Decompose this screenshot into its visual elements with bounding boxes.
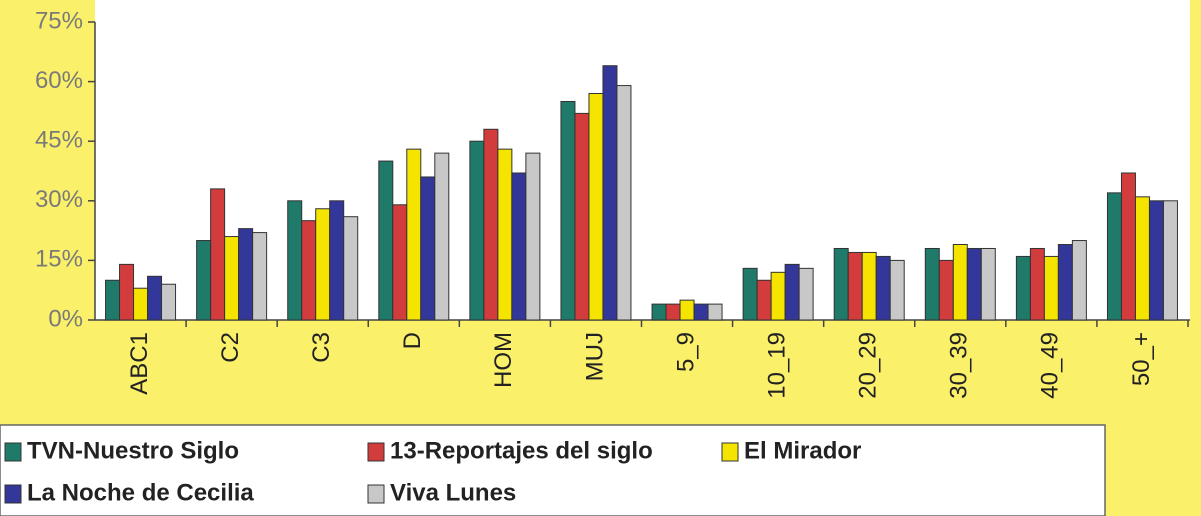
bar bbox=[119, 263, 135, 321]
bar bbox=[315, 208, 331, 321]
bar bbox=[1106, 192, 1122, 321]
bar bbox=[392, 204, 408, 321]
bar bbox=[875, 255, 891, 321]
bar bbox=[756, 279, 772, 321]
bar bbox=[616, 85, 632, 321]
bar bbox=[798, 267, 814, 321]
bar bbox=[1015, 255, 1031, 321]
bar bbox=[238, 228, 254, 321]
x-tick-label: C2 bbox=[217, 332, 244, 363]
y-tick-label: 60% bbox=[35, 67, 83, 94]
bar bbox=[602, 65, 618, 321]
y-tick-label: 0% bbox=[48, 305, 83, 332]
bar bbox=[329, 200, 345, 321]
bar bbox=[133, 287, 149, 321]
x-tick-label: HOM bbox=[490, 332, 517, 388]
bar bbox=[574, 112, 590, 321]
x-tick-label: 5_9 bbox=[672, 332, 699, 372]
bar bbox=[224, 236, 240, 321]
bar bbox=[196, 240, 212, 321]
bar bbox=[560, 100, 576, 321]
legend-swatch bbox=[4, 484, 22, 504]
x-tick-label: 40_49 bbox=[1037, 332, 1064, 399]
bar bbox=[665, 303, 681, 321]
bar bbox=[707, 303, 723, 321]
legend-box bbox=[0, 424, 1106, 516]
bar bbox=[847, 251, 863, 321]
bar bbox=[1134, 196, 1150, 321]
bar bbox=[434, 152, 450, 321]
bar bbox=[1057, 244, 1073, 321]
bar bbox=[1120, 172, 1136, 321]
bar bbox=[420, 176, 436, 321]
bar bbox=[588, 93, 604, 321]
legend-swatch bbox=[4, 442, 22, 462]
bar bbox=[497, 148, 513, 321]
legend-label: TVN-Nuestro Siglo bbox=[27, 437, 239, 464]
bar bbox=[378, 160, 394, 321]
bar bbox=[343, 216, 359, 321]
bar bbox=[301, 220, 317, 321]
bar bbox=[287, 200, 303, 321]
bar bbox=[210, 188, 226, 321]
bar bbox=[693, 303, 709, 321]
bar bbox=[511, 172, 527, 321]
bar bbox=[406, 148, 422, 321]
bar bbox=[952, 244, 968, 321]
legend-swatch bbox=[721, 442, 739, 462]
x-tick-label: ABC1 bbox=[126, 332, 153, 395]
bar bbox=[483, 128, 499, 321]
y-tick-label: 75% bbox=[35, 7, 83, 34]
legend-label: La Noche de Cecilia bbox=[27, 479, 254, 506]
bar bbox=[938, 259, 954, 321]
bar bbox=[147, 275, 163, 321]
bar bbox=[770, 271, 786, 321]
bar bbox=[742, 267, 758, 321]
legend-label: Viva Lunes bbox=[390, 479, 516, 506]
bar bbox=[525, 152, 541, 321]
bar bbox=[161, 283, 177, 321]
bar bbox=[1148, 200, 1164, 321]
y-tick-label: 45% bbox=[35, 127, 83, 154]
y-tick-label: 15% bbox=[35, 246, 83, 273]
bar bbox=[1162, 200, 1178, 321]
bar bbox=[980, 247, 996, 321]
bar bbox=[679, 299, 695, 321]
bar bbox=[1071, 240, 1087, 321]
y-tick-label: 30% bbox=[35, 186, 83, 213]
bar bbox=[1029, 247, 1045, 321]
x-tick-label: 20_29 bbox=[855, 332, 882, 399]
x-tick-label: MUJ bbox=[581, 332, 608, 381]
x-tick-label: 10_19 bbox=[763, 332, 790, 399]
x-tick-label: C3 bbox=[308, 332, 335, 363]
x-tick-label: 50_+ bbox=[1128, 332, 1155, 386]
bar bbox=[469, 140, 485, 321]
legend-swatch bbox=[367, 484, 385, 504]
legend-label: 13-Reportajes del siglo bbox=[390, 437, 653, 464]
bar bbox=[105, 279, 121, 321]
bar bbox=[924, 247, 940, 321]
x-tick-label: 30_39 bbox=[946, 332, 973, 399]
bar bbox=[861, 251, 877, 321]
bar bbox=[1043, 255, 1059, 321]
bar bbox=[651, 303, 667, 321]
bar bbox=[833, 247, 849, 321]
x-tick-label: D bbox=[399, 332, 426, 349]
bar bbox=[889, 259, 905, 321]
legend-swatch bbox=[367, 442, 385, 462]
legend-label: El Mirador bbox=[744, 437, 861, 464]
bar bbox=[784, 263, 800, 321]
bar bbox=[252, 232, 268, 321]
bar bbox=[966, 247, 982, 321]
plot-area bbox=[95, 0, 1190, 320]
